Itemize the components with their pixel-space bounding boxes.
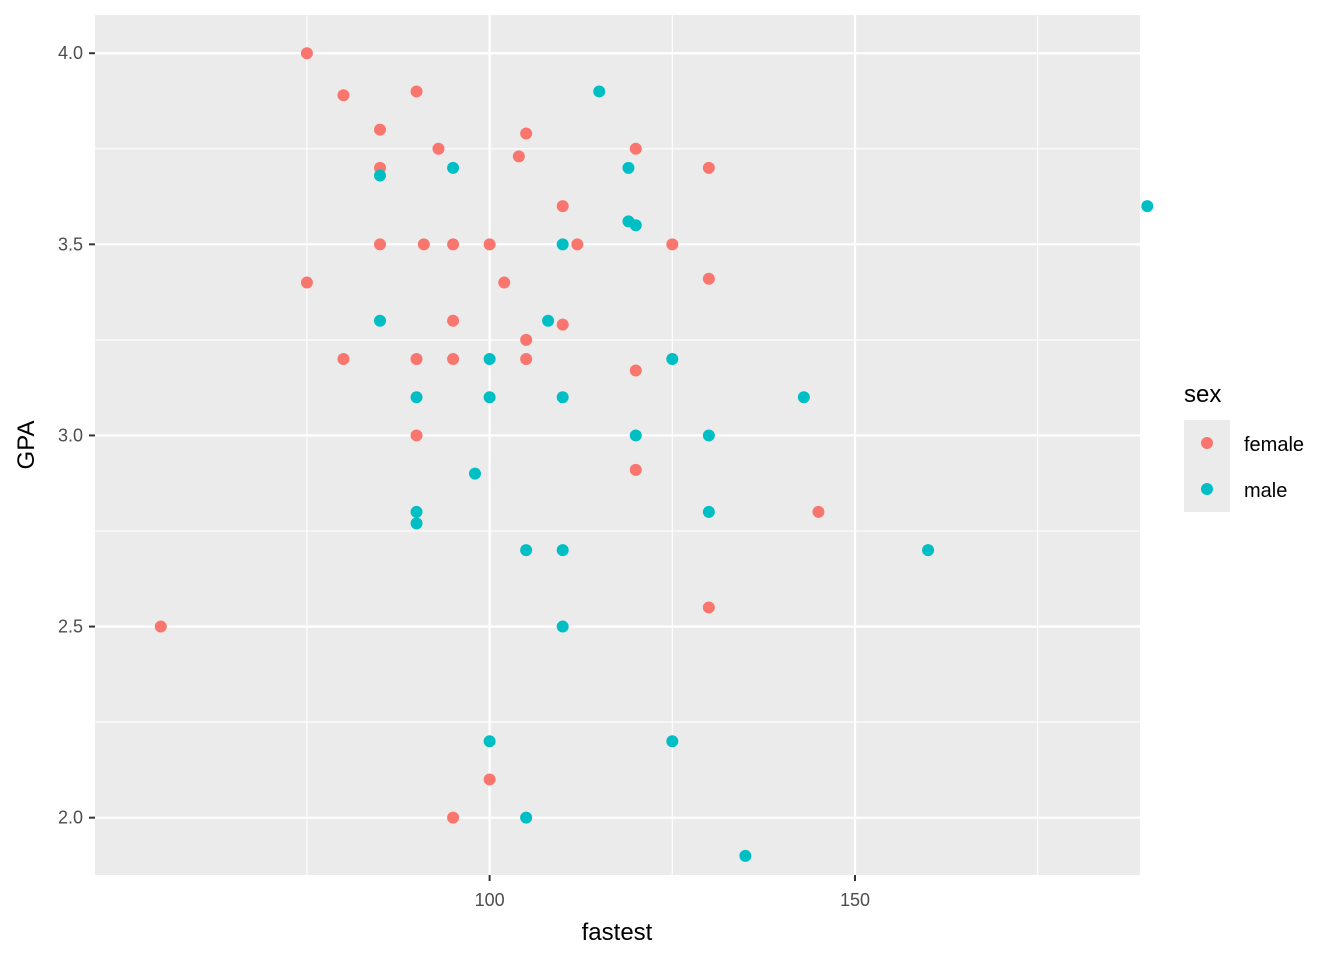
data-point-female <box>629 142 642 155</box>
data-point-male <box>556 391 569 404</box>
y-tick-label: 3.0 <box>58 425 83 445</box>
data-point-male <box>542 314 555 327</box>
data-point-female <box>410 429 423 442</box>
legend-label-female: female <box>1244 434 1304 456</box>
data-point-female <box>498 276 511 289</box>
data-point-male <box>797 391 810 404</box>
data-point-male <box>469 467 481 480</box>
data-point-female <box>447 314 460 327</box>
data-point-female <box>417 238 430 251</box>
data-point-male <box>702 429 715 442</box>
legend: sex female male <box>1184 381 1304 512</box>
data-point-female <box>410 85 423 98</box>
data-point-male <box>374 169 386 182</box>
data-point-male <box>410 517 423 530</box>
data-point-male <box>593 85 606 98</box>
data-point-male <box>666 735 679 748</box>
y-axis-title: GPA <box>13 421 40 470</box>
data-point-male <box>374 314 386 327</box>
data-point-male <box>702 505 715 518</box>
data-point-female <box>571 238 584 251</box>
data-point-male <box>520 544 533 557</box>
data-point-female <box>447 811 460 824</box>
data-point-female <box>300 47 313 60</box>
legend-key-male <box>1201 483 1213 495</box>
data-point-female <box>629 364 642 377</box>
data-point-male <box>483 391 496 404</box>
data-point-female <box>520 353 533 365</box>
data-point-female <box>300 276 313 289</box>
y-tick-label: 2.5 <box>58 617 83 637</box>
data-point-male <box>410 391 423 404</box>
data-point-female <box>520 333 533 346</box>
data-point-male <box>556 238 569 251</box>
data-point-female <box>556 318 569 331</box>
data-point-female <box>337 353 350 365</box>
data-point-female <box>447 238 460 251</box>
data-points <box>154 47 1154 862</box>
plot-panel <box>95 15 1140 875</box>
y-axis-ticks: 2.0 2.5 3.0 3.5 4.0 <box>58 43 95 828</box>
data-point-female <box>154 620 167 633</box>
data-point-male <box>520 811 533 824</box>
data-point-male <box>410 505 423 518</box>
x-axis-ticks: 100 150 <box>475 875 870 910</box>
data-point-female <box>702 601 715 614</box>
x-axis-title: fastest <box>582 919 653 946</box>
y-tick-label: 4.0 <box>58 43 83 63</box>
legend-key-female <box>1201 437 1213 449</box>
data-point-female <box>374 238 386 251</box>
legend-label-male: male <box>1244 480 1287 502</box>
data-point-male <box>629 429 642 442</box>
data-point-male <box>1141 200 1154 213</box>
data-point-male <box>629 219 642 232</box>
data-point-male <box>666 353 679 365</box>
legend-key-background <box>1184 420 1230 512</box>
x-tick-label: 150 <box>840 890 870 910</box>
minor-grid <box>95 15 1140 875</box>
data-point-female <box>666 238 679 251</box>
data-point-female <box>702 272 715 285</box>
data-point-male <box>483 735 496 748</box>
data-point-female <box>629 463 642 476</box>
legend-title: sex <box>1184 381 1221 408</box>
data-point-female <box>520 127 533 140</box>
data-point-male <box>622 161 635 174</box>
data-point-male <box>922 544 935 557</box>
x-tick-label: 100 <box>475 890 505 910</box>
data-point-male <box>556 544 569 557</box>
data-point-male <box>739 849 752 862</box>
data-point-female <box>812 505 825 518</box>
data-point-male <box>447 161 460 174</box>
data-point-female <box>410 353 423 365</box>
data-point-female <box>432 142 445 155</box>
y-tick-label: 3.5 <box>58 234 83 254</box>
data-point-female <box>512 150 525 163</box>
data-point-female <box>556 200 569 213</box>
major-grid <box>95 15 1140 875</box>
data-point-female <box>483 773 496 786</box>
data-point-male <box>556 620 569 633</box>
data-point-male <box>483 353 496 365</box>
data-point-female <box>337 89 350 102</box>
data-point-female <box>702 161 715 174</box>
y-tick-label: 2.0 <box>58 808 83 828</box>
data-point-female <box>374 123 386 136</box>
data-point-female <box>447 353 460 365</box>
data-point-female <box>483 238 496 251</box>
